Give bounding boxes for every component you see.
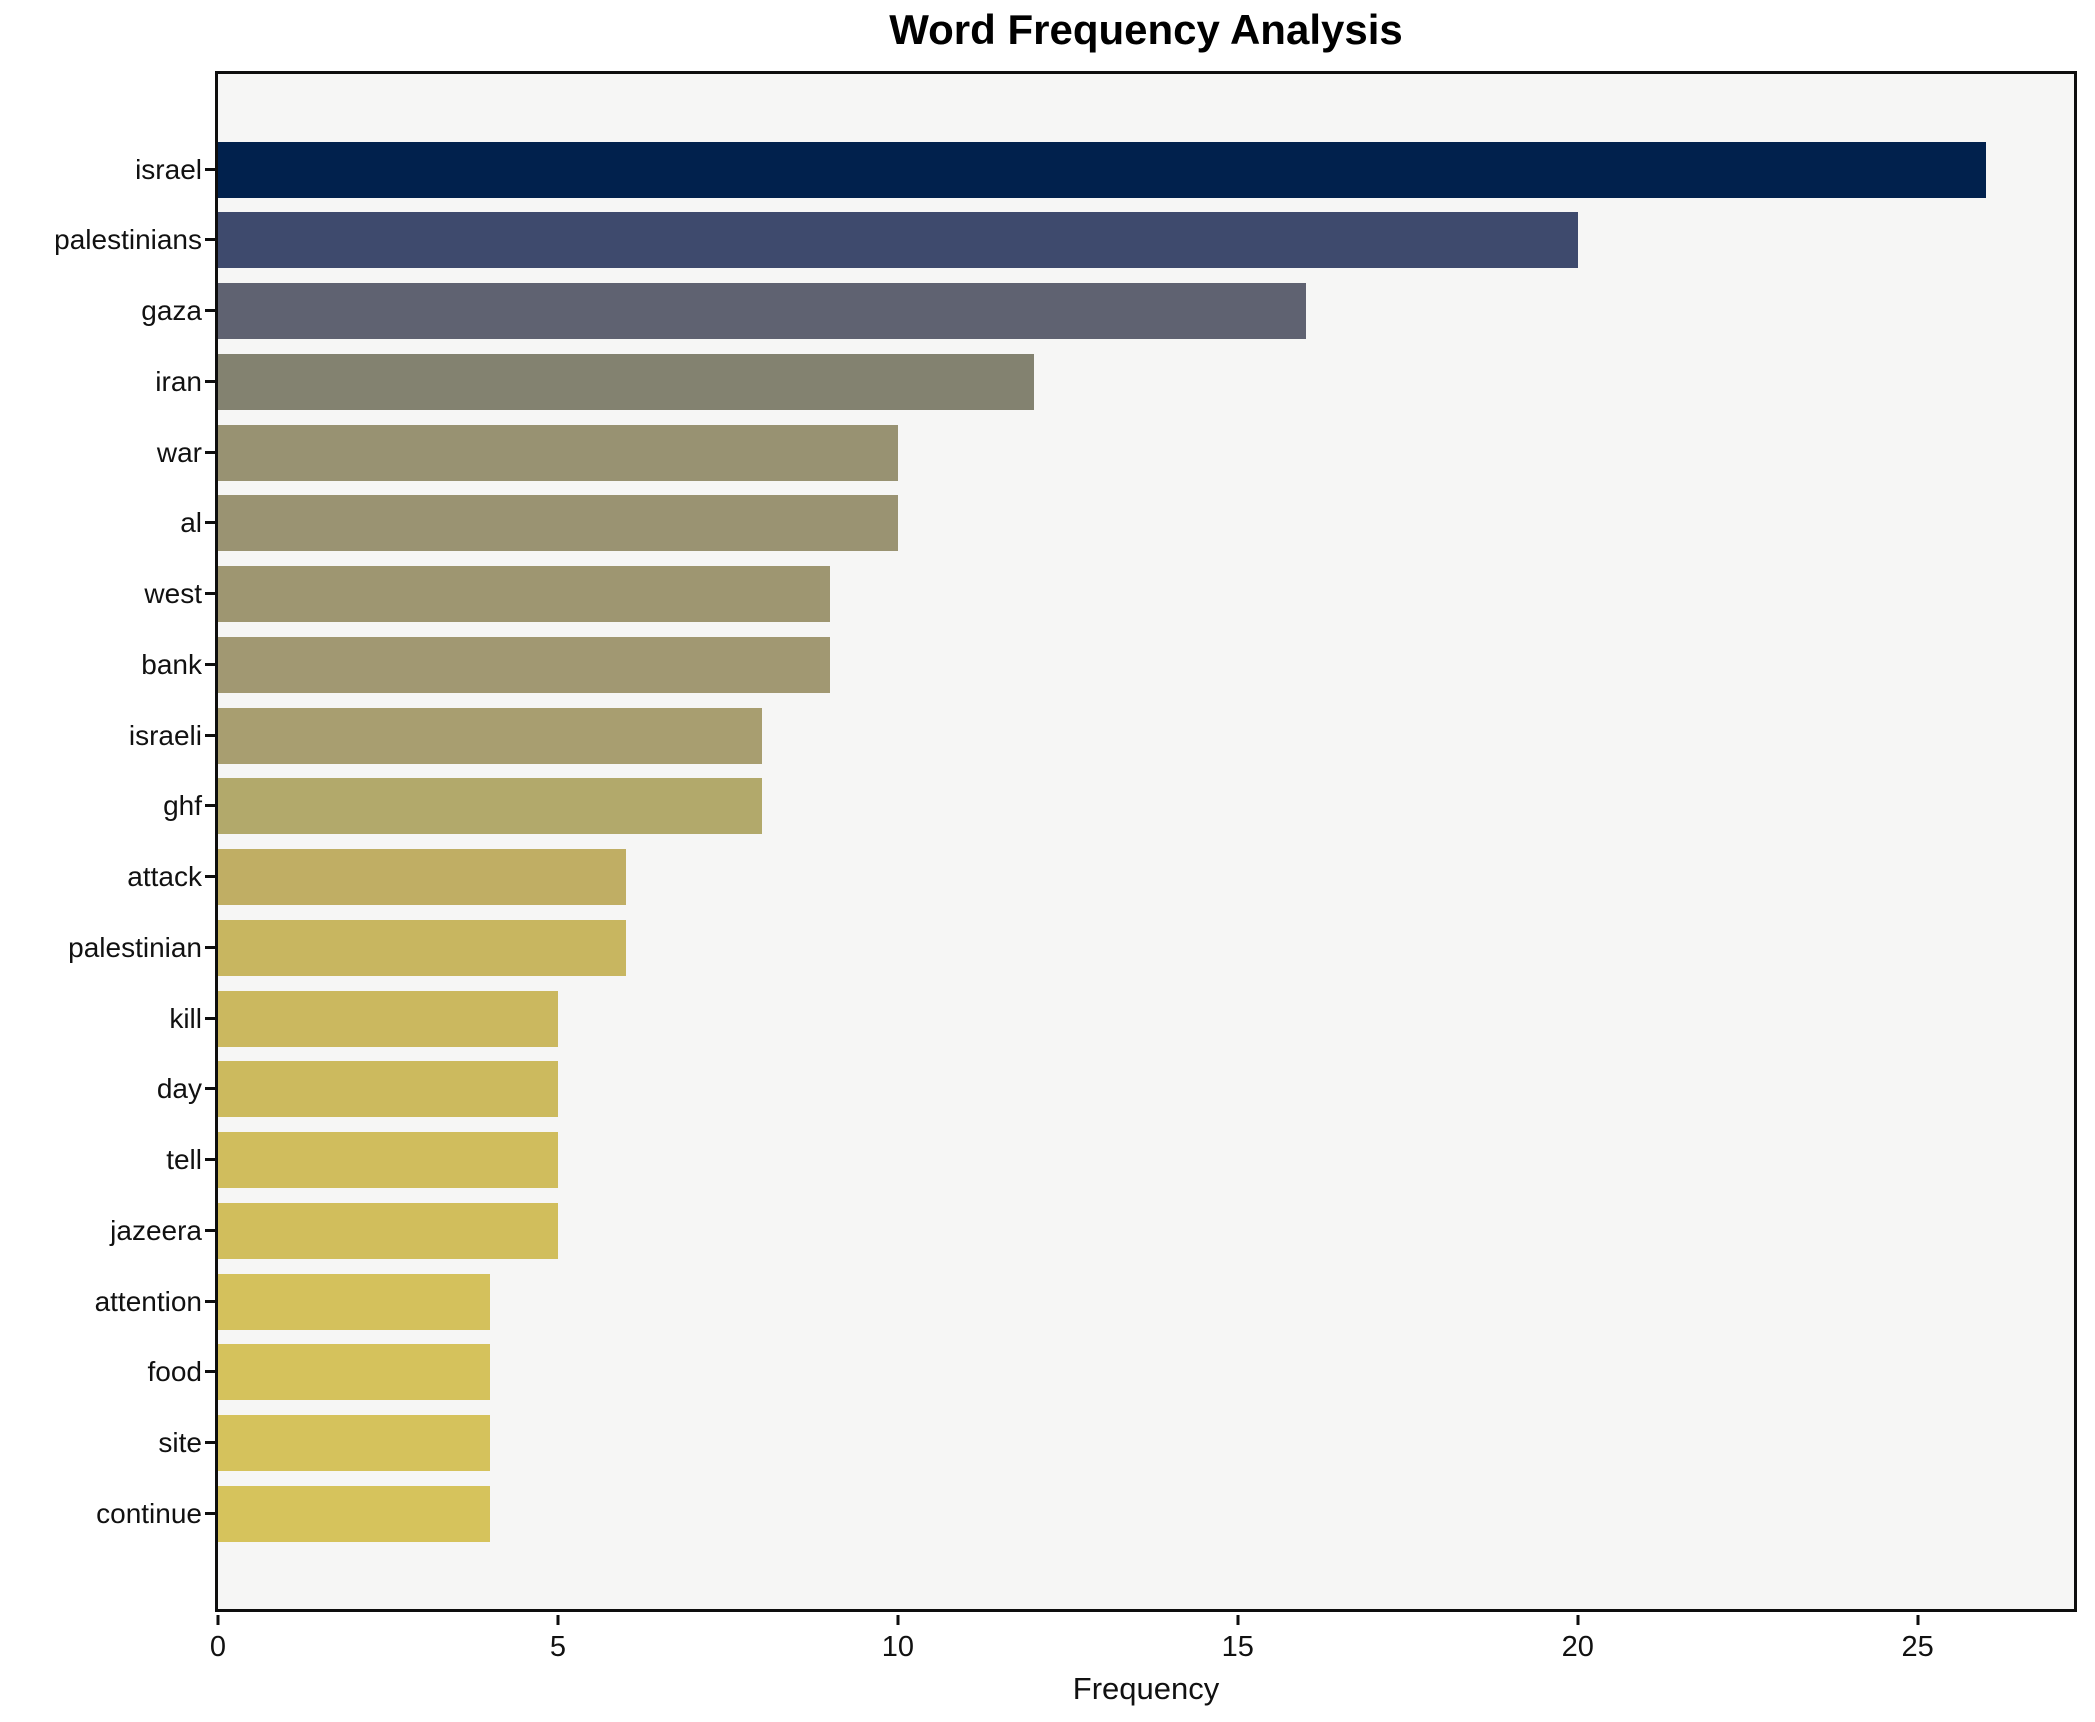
y-axis-category-label: ghf xyxy=(163,790,202,822)
y-axis-category-label: tell xyxy=(166,1144,202,1175)
y-axis-category-label: attack xyxy=(127,861,202,892)
y-axis-category-label: attention xyxy=(94,1285,202,1317)
y-axis-category-label: jazeera xyxy=(110,1214,202,1246)
y-axis-category-label: israeli xyxy=(128,719,202,751)
y-axis-category-label: food xyxy=(147,1356,203,1388)
y-axis-category-label: war xyxy=(156,436,202,468)
x-tick-label: 0 xyxy=(209,1631,227,1663)
x-tick-mark xyxy=(556,1615,560,1625)
bar-war xyxy=(218,424,898,481)
y-tick-mark xyxy=(205,875,215,878)
x-tick-mark xyxy=(1916,1615,1920,1625)
bar-tell xyxy=(218,1132,558,1188)
x-tick-label: 10 xyxy=(881,1631,914,1663)
y-axis-category-label: gaza xyxy=(141,295,202,326)
bar-israeli xyxy=(218,707,762,764)
y-axis-category-label: day xyxy=(156,1073,202,1105)
bar-site xyxy=(218,1415,490,1471)
y-axis-category-label: site xyxy=(158,1427,202,1458)
bar-continue xyxy=(218,1485,490,1542)
bar-iran xyxy=(218,353,1034,410)
x-tick-label: 20 xyxy=(1561,1631,1594,1663)
bar-gaza xyxy=(218,283,1306,339)
bar-row: attack xyxy=(127,849,2074,905)
bar-row: kill xyxy=(169,990,2074,1047)
y-tick-mark xyxy=(205,379,215,383)
y-axis-category-label: kill xyxy=(169,1002,202,1034)
bar-ghf xyxy=(218,778,762,835)
y-tick-mark xyxy=(205,450,215,454)
y-tick-mark xyxy=(205,1511,215,1515)
y-tick-mark xyxy=(205,167,215,171)
bar-row: palestinians xyxy=(54,212,2074,269)
y-tick-mark xyxy=(205,1370,215,1374)
y-tick-mark xyxy=(205,1228,215,1232)
y-tick-mark xyxy=(205,662,215,666)
bar-row: food xyxy=(148,1344,2074,1401)
bar-row: attention xyxy=(95,1273,2074,1330)
bar-row: israeli xyxy=(129,707,2074,764)
bar-row: west xyxy=(144,566,2074,622)
y-axis-category-label: bank xyxy=(141,648,202,680)
x-tick-label: 5 xyxy=(549,1631,566,1663)
y-tick-mark xyxy=(205,1016,215,1020)
y-tick-mark xyxy=(205,1087,215,1091)
bar-row: al xyxy=(180,495,2074,552)
bar-row: ghf xyxy=(163,778,2074,835)
y-axis-category-label: west xyxy=(144,578,202,609)
bar-food xyxy=(218,1344,490,1401)
bar-row: war xyxy=(157,424,2074,481)
x-tick-label: 25 xyxy=(1901,1631,1934,1663)
x-tick-mark xyxy=(1576,1615,1580,1625)
bar-row: site xyxy=(158,1415,2074,1471)
x-tick-mark xyxy=(896,1615,900,1625)
bar-jazeera xyxy=(218,1202,558,1259)
bar-row: israel xyxy=(135,141,2074,198)
bar-row: day xyxy=(157,1061,2074,1118)
y-tick-mark xyxy=(205,521,215,525)
chart-title: Word Frequency Analysis xyxy=(889,6,1403,53)
bar-west xyxy=(218,566,830,622)
y-axis-category-label: al xyxy=(180,507,202,539)
y-tick-mark xyxy=(205,1441,215,1444)
y-tick-mark xyxy=(205,1158,215,1161)
y-tick-mark xyxy=(205,804,215,808)
bar-al xyxy=(218,495,898,552)
y-tick-mark xyxy=(205,238,215,242)
y-axis-category-label: palestinian xyxy=(68,931,202,963)
x-tick-mark xyxy=(216,1615,220,1625)
y-tick-mark xyxy=(205,945,215,949)
bar-row: jazeera xyxy=(110,1202,2074,1259)
bar-attack xyxy=(218,849,626,905)
bar-palestinians xyxy=(218,212,1578,269)
y-axis-category-label: israel xyxy=(135,153,202,185)
x-axis-label: Frequency xyxy=(1072,1671,1220,1706)
bar-row: continue xyxy=(96,1485,2074,1542)
bar-row: iran xyxy=(155,353,2074,410)
y-tick-mark xyxy=(205,592,215,595)
bar-row: gaza xyxy=(141,283,2074,339)
y-axis-category-label: continue xyxy=(96,1497,202,1529)
bar-israel xyxy=(218,141,1986,198)
x-tick-label: 15 xyxy=(1221,1631,1254,1663)
x-tick-mark xyxy=(1236,1615,1240,1625)
y-axis-category-label: palestinians xyxy=(54,224,202,256)
y-tick-mark xyxy=(205,309,215,312)
bar-row: tell xyxy=(166,1132,2074,1188)
bar-bank xyxy=(218,636,830,693)
x-axis: Frequency 0 5 10 15 20 25 xyxy=(210,1615,2074,1722)
bar-palestinian xyxy=(218,919,626,976)
y-tick-mark xyxy=(205,733,215,737)
y-tick-mark xyxy=(205,1299,215,1303)
bar-row: palestinian xyxy=(68,919,2074,976)
bar-day xyxy=(218,1061,558,1118)
bar-attention xyxy=(218,1273,490,1330)
bar-row: bank xyxy=(141,636,2074,693)
y-axis-category-label: iran xyxy=(155,365,202,397)
plot-area: israel palestinians gaza iran war al west bank i… xyxy=(54,71,2077,1612)
bar-kill xyxy=(218,990,558,1047)
